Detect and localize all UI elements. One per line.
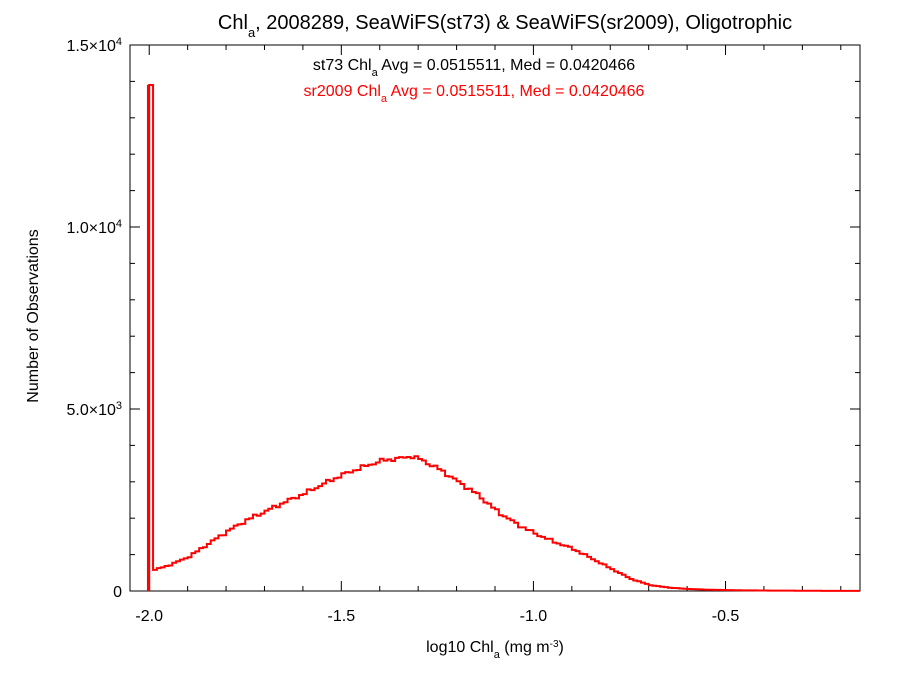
y-tick-label: 0 xyxy=(113,584,122,601)
axis-ticks xyxy=(130,44,860,592)
y-tick-label: 1.5×104 xyxy=(66,36,122,55)
x-tick-label: -1.5 xyxy=(328,608,356,625)
x-tick-label: -2.0 xyxy=(135,608,163,625)
tick-labels: -2.0 -1.5 -1.0 -0.5 0 5.0×103 1.0×104 1.5×104 xyxy=(66,36,739,625)
x-tick-label: -0.5 xyxy=(712,608,740,625)
y-tick-label: 1.0×104 xyxy=(66,218,122,237)
chart-title: Chla, 2008289, SeaWiFS(st73) & SeaWiFS(s… xyxy=(218,12,792,40)
series-line-0 xyxy=(148,84,860,592)
annotation-st73: st73 Chla Avg = 0.0515511, Med = 0.04204… xyxy=(313,57,635,79)
y-axis-label: Number of Observations xyxy=(25,229,42,402)
svg-text:sr2009 Chla Avg = 0.0515511, M: sr2009 Chla Avg = 0.0515511, Med = 0.042… xyxy=(304,83,645,105)
series-layer xyxy=(146,84,860,592)
y-tick-label: 5.0×103 xyxy=(66,400,122,419)
x-axis-label: log10 Chla (mg m-3) xyxy=(426,639,564,662)
x-tick-label: -1.0 xyxy=(520,608,548,625)
annotation-sr2009: sr2009 Chla Avg = 0.0515511, Med = 0.042… xyxy=(304,83,645,105)
svg-text:st73 Chla Avg = 0.0515511, Med: st73 Chla Avg = 0.0515511, Med = 0.04204… xyxy=(313,57,635,79)
